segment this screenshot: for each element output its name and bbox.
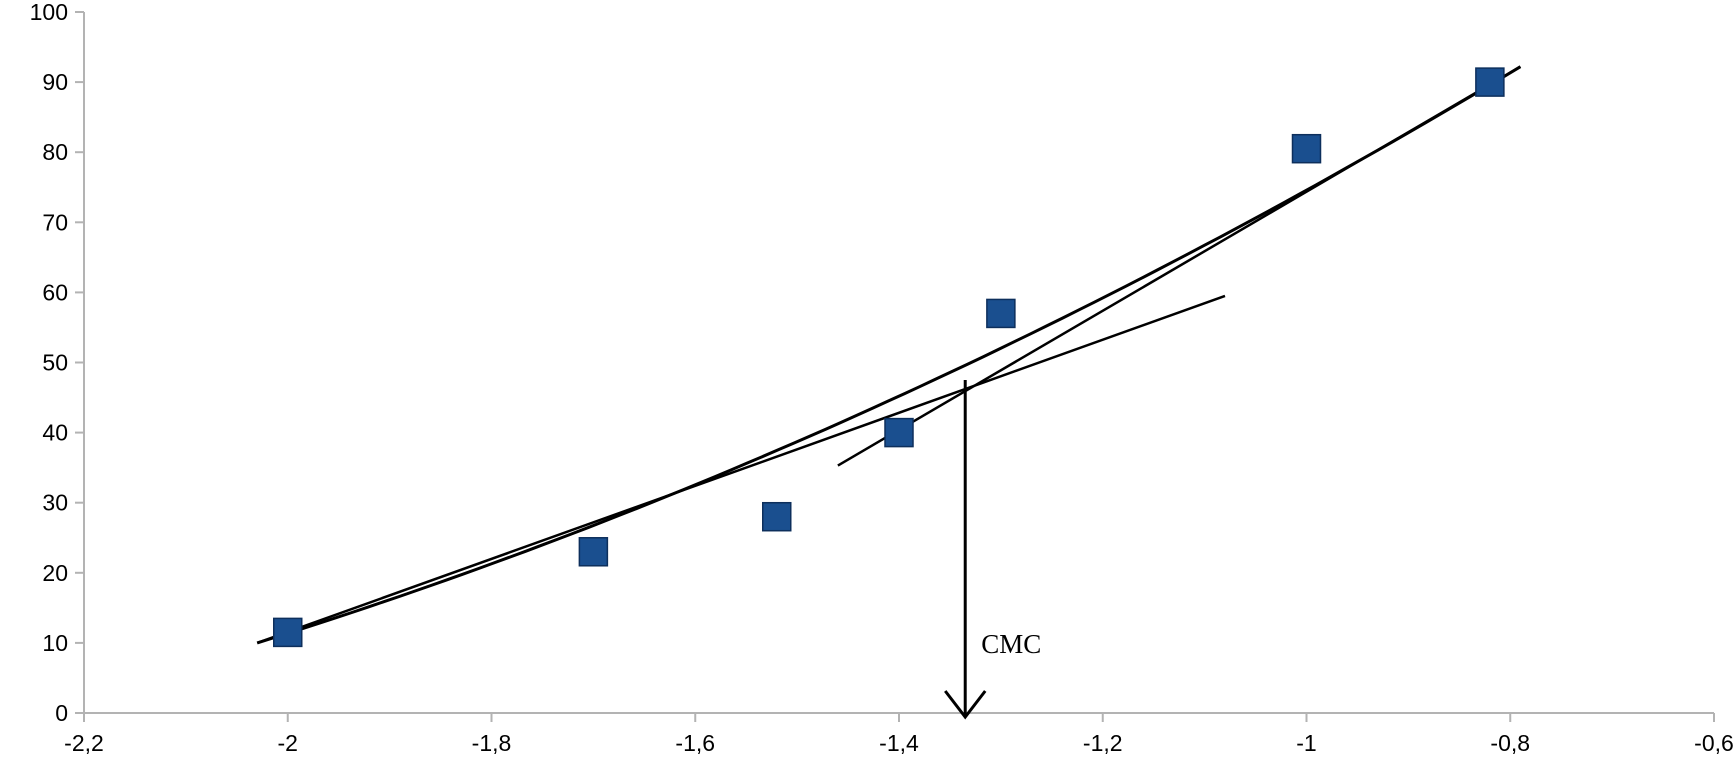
tick-labels: 0 10 20 30 40 50 60 70 80 90 100 -2,2 -2 -1,8 -1,6 -1,4…: [30, 0, 1734, 756]
x-tick-label: -0,6: [1694, 730, 1734, 756]
fit-lines: [256, 65, 1522, 645]
data-points: [273, 67, 1505, 648]
x-tick-label: -0,8: [1490, 730, 1530, 756]
axes: [75, 11, 1715, 722]
data-point-6: [1291, 133, 1322, 164]
y-tick-label: 80: [42, 139, 68, 165]
y-tick-label: 0: [55, 700, 68, 726]
fit-curve: [256, 65, 1522, 645]
x-tick-label: -1,4: [879, 730, 919, 756]
data-point-2: [578, 537, 609, 567]
tangent-line-1: [256, 294, 1226, 645]
x-tick-label: -2: [278, 730, 298, 756]
x-tick-label: -2,2: [64, 730, 104, 756]
cmc-arrow-head: [944, 690, 987, 720]
x-tick-label: -1,2: [1083, 730, 1123, 756]
data-point-4: [884, 417, 914, 448]
tangent-line-2: [837, 65, 1522, 467]
data-point-5: [986, 298, 1016, 329]
y-tick-label: 50: [42, 350, 68, 376]
data-point-1: [273, 617, 303, 648]
data-point-3: [762, 501, 792, 532]
y-tick-label: 90: [42, 69, 68, 95]
x-tick-label: -1,6: [675, 730, 715, 756]
y-tick-label: 100: [30, 0, 68, 25]
y-tick-label: 20: [42, 560, 68, 586]
y-tick-label: 40: [42, 420, 68, 446]
y-tick-label: 10: [42, 630, 68, 656]
y-tick-label: 70: [42, 209, 68, 235]
cmc-label: CMC: [981, 629, 1041, 659]
y-tick-label: 60: [42, 279, 68, 305]
data-point-7: [1475, 67, 1505, 97]
x-tick-label: -1: [1296, 730, 1316, 756]
x-tick-label: -1,8: [472, 730, 512, 756]
y-tick-label: 30: [42, 490, 68, 516]
annotations: CMC: [944, 380, 1041, 720]
